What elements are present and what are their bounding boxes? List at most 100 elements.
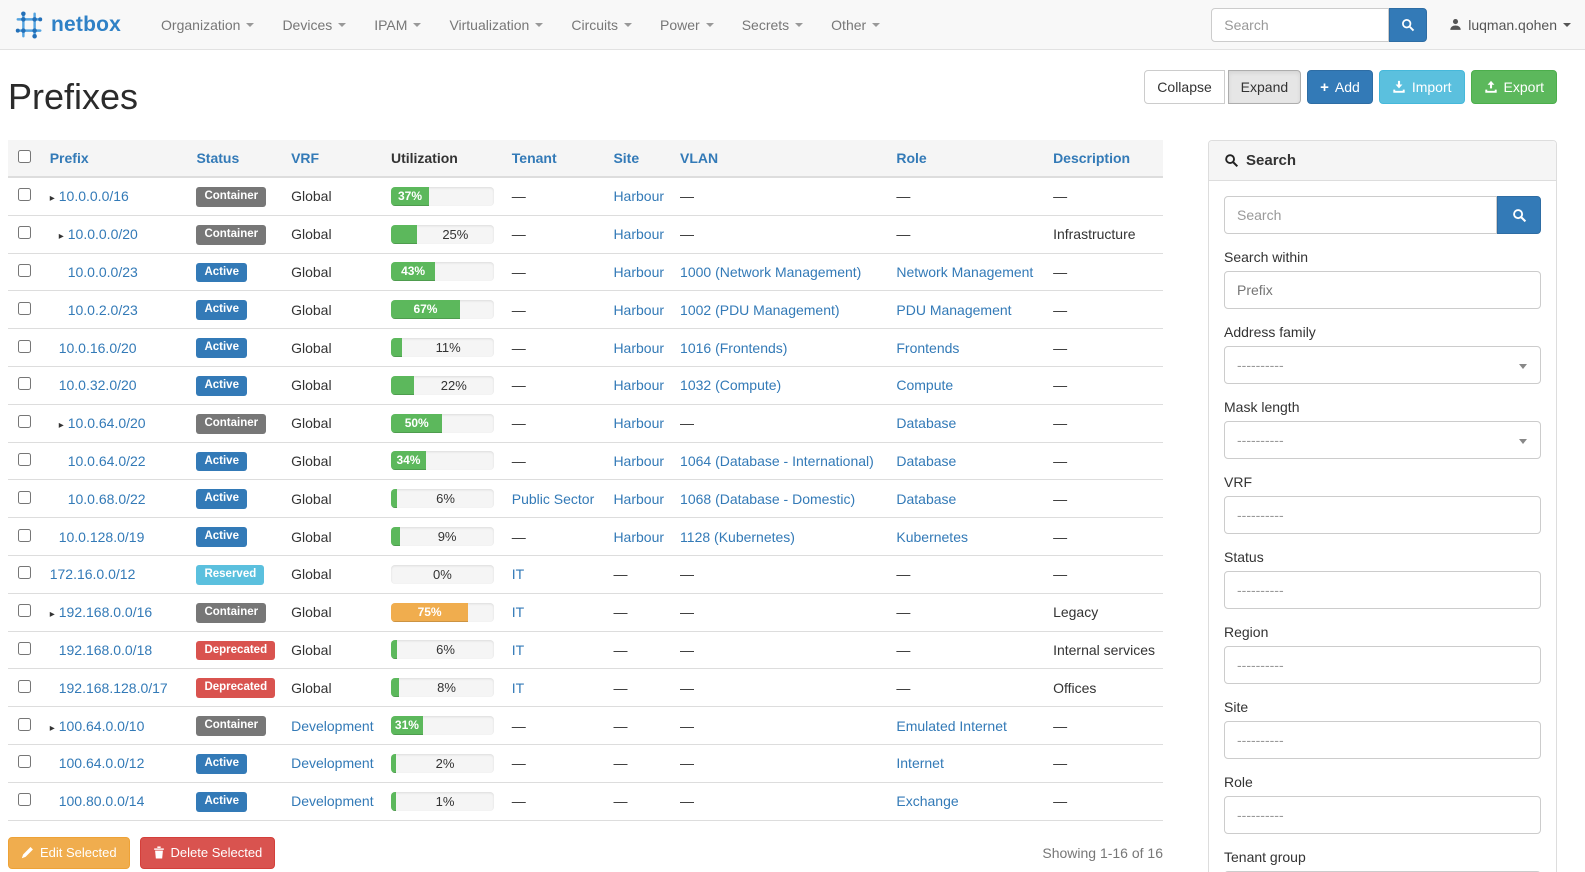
nav-item-secrets[interactable]: Secrets [728,0,817,50]
row-checkbox[interactable] [18,717,31,731]
prefix-link[interactable]: 10.0.0.0/23 [67,263,138,280]
prefix-link[interactable]: 100.64.0.0/12 [58,755,145,772]
prefix-link[interactable]: 10.0.64.0/22 [67,452,146,469]
row-checkbox[interactable] [18,490,31,504]
row-checkbox[interactable] [18,226,31,240]
delete-selected-button[interactable]: Delete Selected [139,836,276,869]
prefix-link[interactable]: 10.0.2.0/23 [67,301,138,318]
nav-item-virtualization[interactable]: Virtualization [435,0,557,50]
filter-select-status[interactable]: ---------- [1224,571,1541,609]
row-checkbox[interactable] [18,339,31,353]
vlan-link[interactable]: 1128 (Kubernetes) [680,528,795,545]
prefix-link[interactable]: 10.0.0.0/20 [67,226,138,243]
prefix-link[interactable]: 10.0.68.0/22 [67,490,146,507]
prefix-link[interactable]: 10.0.128.0/19 [58,528,145,545]
select-all-checkbox[interactable] [18,150,31,163]
role-link[interactable]: Emulated Internet [896,717,1007,734]
nav-item-other[interactable]: Other [817,0,894,50]
filter-input-search-within[interactable] [1224,271,1541,309]
vlan-link[interactable]: 1000 (Network Management) [680,263,862,280]
nav-item-devices[interactable]: Devices [268,0,360,50]
role-link[interactable]: Database [896,415,957,432]
row-checkbox[interactable] [18,641,31,655]
role-link[interactable]: Exchange [896,793,959,810]
filter-select-vrf[interactable]: ---------- [1224,496,1541,534]
site-link[interactable]: Harbour [613,188,665,205]
row-checkbox[interactable] [18,755,31,769]
nav-item-circuits[interactable]: Circuits [557,0,646,50]
row-checkbox[interactable] [18,604,31,618]
role-link[interactable]: Frontends [896,339,960,356]
prefix-link[interactable]: 10.0.64.0/20 [67,415,146,432]
column-header-vrf[interactable]: VRF [283,140,383,178]
vlan-link[interactable]: 1016 (Frontends) [680,339,788,356]
tenant-link[interactable]: Public Sector [511,490,595,507]
prefix-link[interactable]: 172.16.0.0/12 [49,566,136,583]
filter-search-button[interactable] [1497,196,1541,234]
site-link[interactable]: Harbour [613,415,665,432]
vlan-link[interactable]: 1064 (Database - International) [680,452,874,469]
column-header-site[interactable]: Site [605,140,673,178]
add-button[interactable]: + Add [1307,70,1373,104]
role-link[interactable]: Network Management [896,263,1034,280]
column-header-role[interactable]: Role [888,140,1046,178]
tenant-link[interactable]: IT [511,566,525,583]
row-checkbox[interactable] [18,452,31,466]
column-header-tenant[interactable]: Tenant [503,140,606,178]
export-button[interactable]: Export [1470,70,1557,104]
prefix-link[interactable]: 100.80.0.0/14 [58,793,145,810]
navbar-search-input[interactable] [1211,7,1390,42]
nav-item-power[interactable]: Power [646,0,728,50]
vrf-link[interactable]: Development [291,793,374,810]
prefix-link[interactable]: 10.0.32.0/20 [58,377,137,394]
expand-button[interactable]: Expand [1227,70,1302,104]
tenant-link[interactable]: IT [511,679,525,696]
site-link[interactable]: Harbour [613,226,665,243]
collapse-button[interactable]: Collapse [1144,70,1225,104]
site-link[interactable]: Harbour [613,452,665,469]
role-link[interactable]: Compute [896,377,954,394]
prefix-link[interactable]: 192.168.0.0/18 [58,641,153,658]
role-link[interactable]: Database [896,490,957,507]
site-link[interactable]: Harbour [613,377,665,394]
column-header-vlan[interactable]: VLAN [672,140,889,178]
user-menu[interactable]: luqman.qohen [1449,17,1571,33]
nav-item-ipam[interactable]: IPAM [360,0,435,50]
prefix-link[interactable]: 10.0.16.0/20 [58,339,137,356]
column-header-status[interactable]: Status [188,140,284,178]
row-checkbox[interactable] [18,188,31,202]
vrf-link[interactable]: Development [291,717,374,734]
role-link[interactable]: PDU Management [896,301,1012,318]
role-link[interactable]: Internet [896,755,944,772]
filter-search-input[interactable] [1224,196,1497,234]
row-checkbox[interactable] [18,528,31,542]
row-checkbox[interactable] [18,263,31,277]
role-link[interactable]: Kubernetes [896,528,968,545]
site-link[interactable]: Harbour [613,301,665,318]
prefix-link[interactable]: 10.0.0.0/16 [58,188,129,205]
prefix-link[interactable]: 192.168.128.0/17 [58,679,168,696]
site-link[interactable]: Harbour [613,263,665,280]
column-header-description[interactable]: Description [1045,140,1163,178]
row-checkbox[interactable] [18,415,31,429]
tenant-link[interactable]: IT [511,604,525,621]
role-link[interactable]: Database [896,452,957,469]
row-checkbox[interactable] [18,566,31,580]
row-checkbox[interactable] [18,301,31,315]
tenant-link[interactable]: IT [511,641,525,658]
edit-selected-button[interactable]: Edit Selected [8,836,130,869]
column-header-prefix[interactable]: Prefix [41,140,189,178]
vlan-link[interactable]: 1068 (Database - Domestic) [680,490,856,507]
vrf-link[interactable]: Development [291,755,374,772]
vlan-link[interactable]: 1032 (Compute) [680,377,782,394]
site-link[interactable]: Harbour [613,490,665,507]
import-button[interactable]: Import [1378,70,1465,104]
row-checkbox[interactable] [18,793,31,807]
site-link[interactable]: Harbour [613,528,665,545]
filter-select-address-family[interactable]: ---------- [1224,346,1541,384]
prefix-link[interactable]: 100.64.0.0/10 [58,717,145,734]
site-link[interactable]: Harbour [613,339,665,356]
filter-select-region[interactable]: ---------- [1224,646,1541,684]
filter-select-mask-length[interactable]: ---------- [1224,421,1541,459]
row-checkbox[interactable] [18,679,31,693]
